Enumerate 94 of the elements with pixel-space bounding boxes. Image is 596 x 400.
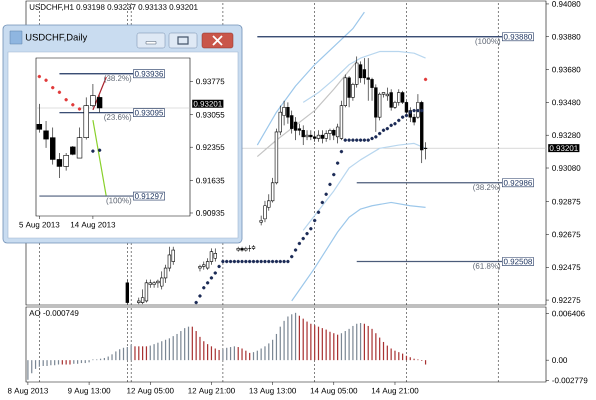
candlestick — [324, 130, 328, 142]
point — [374, 135, 378, 139]
point — [340, 150, 344, 154]
point — [194, 300, 198, 304]
point — [424, 78, 428, 82]
point — [305, 232, 309, 236]
point — [51, 86, 54, 90]
point — [378, 132, 382, 136]
point — [221, 260, 225, 264]
candlestick — [210, 248, 214, 266]
point — [393, 122, 397, 126]
candlestick — [309, 130, 313, 140]
point — [286, 260, 290, 264]
line-series — [302, 142, 426, 231]
point — [270, 260, 274, 264]
candlestick — [298, 123, 302, 136]
point — [44, 78, 48, 82]
candlestick — [294, 116, 298, 140]
point — [38, 74, 42, 78]
line-series — [291, 202, 426, 302]
candlestick — [144, 279, 148, 303]
candlestick — [358, 61, 362, 83]
candlestick — [328, 128, 332, 140]
candlestick — [302, 125, 305, 146]
point — [358, 138, 362, 142]
chart-title: USDCHF,Daily — [26, 34, 88, 42]
candlestick — [198, 264, 202, 272]
point — [274, 260, 278, 264]
point — [98, 148, 102, 152]
point — [366, 138, 370, 142]
point — [344, 138, 347, 142]
point — [236, 260, 240, 264]
point — [202, 286, 206, 290]
point — [210, 276, 214, 280]
point — [355, 138, 358, 142]
candlestick — [316, 130, 320, 142]
candlestick — [172, 246, 175, 266]
point — [228, 260, 232, 264]
point — [328, 182, 332, 186]
point — [225, 260, 228, 264]
point — [416, 108, 420, 112]
candlestick — [347, 76, 351, 108]
point — [252, 260, 256, 264]
candlestick — [332, 128, 336, 140]
point — [351, 138, 355, 142]
candlestick — [397, 88, 400, 106]
point — [282, 260, 286, 264]
point — [244, 260, 248, 264]
point — [298, 242, 302, 246]
point — [370, 136, 374, 140]
point — [294, 248, 298, 252]
point — [397, 118, 400, 122]
line-series — [302, 50, 426, 103]
point — [400, 115, 404, 119]
point — [386, 126, 390, 130]
point — [232, 260, 236, 264]
point — [64, 98, 68, 102]
point — [312, 218, 316, 222]
point — [267, 260, 270, 264]
point — [320, 200, 324, 204]
point — [290, 254, 294, 258]
point — [382, 128, 386, 132]
point — [336, 161, 340, 165]
point — [362, 138, 366, 142]
point — [316, 210, 320, 214]
point — [389, 124, 393, 128]
point — [412, 108, 416, 112]
candlestick — [389, 88, 393, 111]
point — [263, 260, 267, 264]
point — [302, 236, 305, 240]
point — [347, 138, 351, 142]
candlestick — [320, 130, 324, 144]
candlestick — [366, 58, 370, 102]
point — [58, 90, 62, 94]
point — [240, 260, 244, 264]
point — [198, 294, 202, 298]
point — [78, 107, 82, 111]
point — [278, 260, 282, 264]
point — [214, 271, 217, 275]
point — [248, 260, 252, 264]
point — [259, 260, 263, 264]
point — [309, 227, 313, 230]
candlestick — [362, 58, 366, 85]
point — [324, 192, 328, 196]
point — [256, 260, 260, 264]
point — [206, 281, 210, 285]
point — [71, 103, 75, 106]
point — [404, 114, 408, 118]
point — [408, 110, 412, 114]
point — [217, 264, 221, 268]
point — [332, 172, 336, 176]
point — [91, 149, 95, 153]
point — [420, 108, 424, 112]
candlestick — [214, 248, 217, 262]
